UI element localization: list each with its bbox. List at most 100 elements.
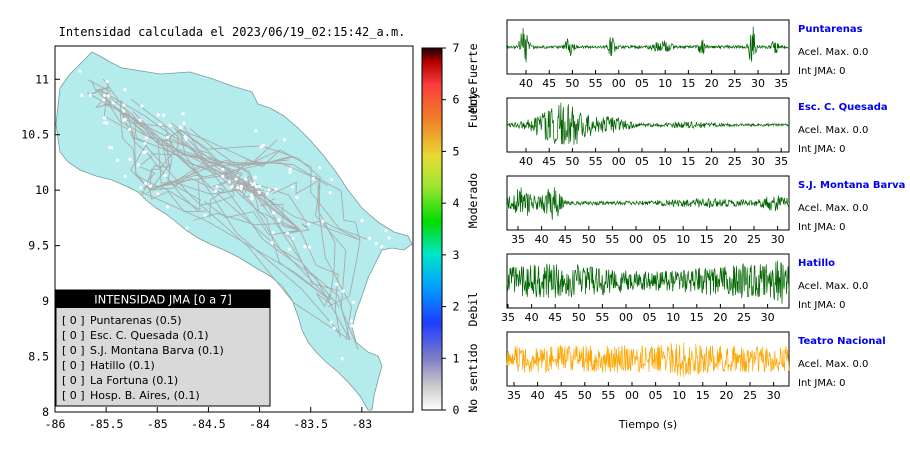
- map-x-tick-label: -83.5: [293, 417, 328, 431]
- map-y-tick-label: 9: [42, 294, 49, 308]
- town-marker: [227, 180, 231, 184]
- waveform-tick-label: 35: [774, 77, 788, 90]
- map-y-tick-label: 10: [35, 183, 49, 197]
- road: [279, 149, 368, 240]
- town-marker: [106, 94, 110, 98]
- station-intensity: Int JMA: 0: [798, 66, 846, 77]
- town-marker: [165, 135, 170, 139]
- waveform-tick-label: 50: [565, 155, 579, 168]
- town-marker: [291, 236, 295, 240]
- town-marker: [380, 245, 384, 249]
- town-marker: [203, 213, 207, 217]
- waveform-trace: [506, 260, 790, 304]
- waveform-tick-label: 15: [700, 233, 714, 246]
- road: [149, 156, 295, 191]
- waveform-tick-label: 40: [519, 155, 533, 168]
- waveform-tick-label: 45: [554, 389, 568, 402]
- waveform-tick-label: 20: [719, 389, 733, 402]
- waveform-tick-label: 05: [653, 233, 667, 246]
- town-marker: [184, 137, 188, 141]
- station-accel: Acel. Max. 0.0: [798, 125, 868, 136]
- town-marker: [149, 184, 153, 188]
- time-axis-label: Tiempo (s): [618, 418, 677, 431]
- map-y-tick-label: 11: [35, 72, 49, 86]
- town-marker: [257, 190, 261, 194]
- town-marker: [165, 205, 169, 209]
- town-marker: [122, 109, 126, 113]
- station-name: Teatro Nacional: [798, 336, 886, 347]
- legend-items: [ 0 ] Puntarenas (0.5) [ 0 ] Esc. C. Quesad…: [62, 314, 224, 402]
- waveform-tick-label: 30: [767, 389, 781, 402]
- road: [87, 79, 123, 111]
- waveform-tick-label: 10: [658, 155, 672, 168]
- road: [130, 99, 249, 187]
- map-y-tick-label: 10.5: [21, 128, 49, 142]
- road: [149, 180, 265, 195]
- colorbar-tick-label: 2: [453, 300, 460, 314]
- town-marker: [330, 178, 334, 182]
- town-marker: [243, 177, 248, 181]
- road: [192, 212, 301, 231]
- town-marker: [239, 187, 243, 191]
- road: [261, 193, 340, 292]
- town-marker: [123, 88, 127, 92]
- town-marker: [355, 330, 359, 334]
- road: [133, 115, 231, 181]
- waveform-tick-label: 45: [558, 233, 572, 246]
- road: [119, 109, 200, 213]
- legend-header: [56, 290, 270, 308]
- town-marker: [254, 184, 258, 189]
- waveform-tick-label: 35: [507, 389, 521, 402]
- town-marker: [285, 231, 289, 235]
- road: [88, 80, 110, 96]
- waveform-tick-label: 00: [612, 77, 626, 90]
- road: [127, 113, 151, 191]
- town-marker: [335, 282, 339, 286]
- town-marker: [291, 185, 295, 189]
- road: [260, 198, 301, 231]
- town-marker: [102, 116, 106, 120]
- waveform-tick-label: 10: [672, 389, 686, 402]
- road: [140, 177, 249, 194]
- town-marker: [261, 143, 266, 147]
- town-marker: [252, 182, 256, 186]
- road: [235, 184, 361, 241]
- town-marker: [141, 151, 146, 155]
- colorbar-ticks: 0 1 2 3 4 5 6 7: [442, 41, 460, 417]
- town-marker: [340, 357, 344, 361]
- station-intensity: Int JMA: 0: [798, 144, 846, 155]
- legend-title: INTENSIDAD JMA [0 a 7]: [94, 293, 231, 307]
- station-accel: Acel. Max. 0.0: [798, 203, 868, 214]
- town-marker: [308, 245, 312, 249]
- town-marker: [363, 320, 367, 324]
- town-marker: [140, 104, 144, 108]
- town-marker: [250, 194, 254, 198]
- waveform-tick-label: 25: [728, 155, 742, 168]
- town-marker: [272, 211, 276, 215]
- map-x-tick-label: -84.5: [191, 417, 226, 431]
- road: [289, 223, 310, 234]
- station-intensity: Int JMA: 0: [798, 222, 846, 233]
- colorbar-class-label: Debil: [466, 292, 480, 327]
- town-marker: [144, 136, 149, 140]
- waveform-tick-label: 45: [548, 311, 562, 324]
- waveform-tick-label: 15: [681, 77, 695, 90]
- waveform-tick-label: 10: [658, 77, 672, 90]
- legend-box: [55, 289, 271, 407]
- map-y-tick-label: 9.5: [28, 239, 49, 253]
- road: [183, 126, 331, 301]
- town-marker: [387, 236, 391, 240]
- town-marker: [283, 138, 287, 142]
- waveform-tick-label: 45: [542, 77, 556, 90]
- town-marker: [321, 219, 325, 224]
- station-intensity: Int JMA: 0: [798, 378, 846, 389]
- map-x-tick-label: -83: [351, 417, 372, 431]
- waveform-tick-label: 05: [649, 389, 663, 402]
- road: [299, 229, 341, 338]
- map-panel: -86 -85.5 -85 -84.5 -84 -83.5 -83 11 10.5 10 9.5 9…: [21, 45, 414, 431]
- station-accel: Acel. Max. 0.0: [798, 281, 868, 292]
- waveform-tick-label: 30: [751, 77, 765, 90]
- waveform-tick-label: 35: [501, 311, 515, 324]
- town-marker: [181, 112, 185, 116]
